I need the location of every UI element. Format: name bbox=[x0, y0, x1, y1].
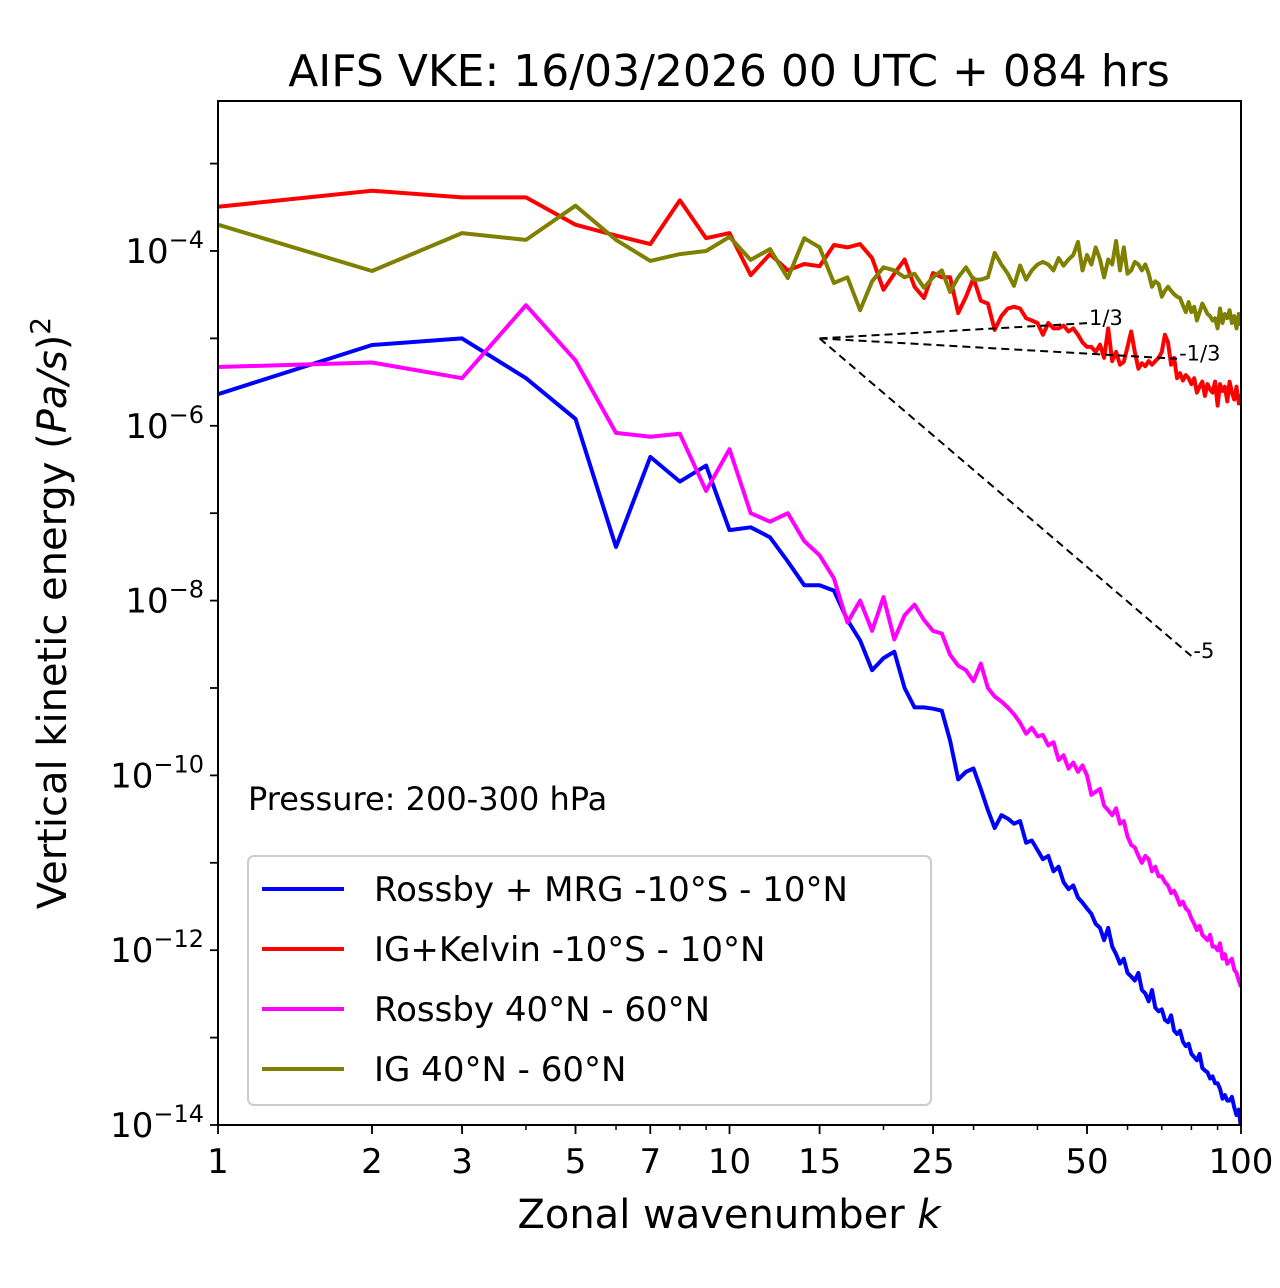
x-tick-label: 10 bbox=[708, 1142, 751, 1182]
series-line-0 bbox=[218, 336, 1241, 1125]
y-tick-label: 10−14 bbox=[110, 1100, 204, 1146]
legend-label-rossby-midlat: Rossby 40°N - 60°N bbox=[374, 990, 710, 1030]
series-line-3 bbox=[218, 203, 1241, 331]
series-line-1 bbox=[218, 188, 1241, 408]
x-tick-label: 1 bbox=[207, 1142, 229, 1182]
plot-area: 1/3 -1/3 -5 bbox=[218, 188, 1241, 1125]
series-line-2 bbox=[218, 303, 1241, 988]
y-axis-label: Vertical kinetic energy (Pa/s)2 bbox=[24, 317, 76, 909]
reference-slope-label-1: -1/3 bbox=[1179, 342, 1220, 366]
x-tick-label: 50 bbox=[1065, 1142, 1108, 1182]
x-axis-label-text: Zonal wavenumber bbox=[517, 1192, 917, 1238]
x-tick-label: 15 bbox=[798, 1142, 841, 1182]
legend-label-ig-midlat: IG 40°N - 60°N bbox=[374, 1050, 626, 1090]
axis-ticks: 1 2 3 5 7 10 15 25 50 100 10−4 10−6 10−8 10−10 10−12 10… bbox=[110, 162, 1274, 1182]
reference-slope-label-2: -5 bbox=[1193, 639, 1214, 663]
reference-slope-line-0 bbox=[819, 322, 1088, 340]
y-tick-label: 10−4 bbox=[125, 226, 204, 272]
x-tick-label: 2 bbox=[361, 1142, 383, 1182]
x-tick-label: 100 bbox=[1209, 1142, 1274, 1182]
legend-label-ig-kelvin: IG+Kelvin -10°S - 10°N bbox=[374, 930, 765, 970]
y-axis-label-italic: Pa/s bbox=[30, 350, 76, 433]
y-tick-label: 10−8 bbox=[125, 576, 204, 622]
y-axis-label-prefix: Vertical kinetic energy ( bbox=[30, 433, 76, 909]
legend: Rossby + MRG -10°S - 10°N IG+Kelvin -10°… bbox=[247, 855, 932, 1106]
pressure-annotation: Pressure: 200-300 hPa bbox=[248, 780, 607, 818]
y-tick-label: 10−12 bbox=[110, 925, 204, 971]
series-group bbox=[218, 188, 1241, 1125]
x-axis-label-italic: k bbox=[917, 1192, 942, 1238]
legend-label-rossby-mrg: Rossby + MRG -10°S - 10°N bbox=[374, 870, 848, 910]
x-tick-label: 5 bbox=[565, 1142, 587, 1182]
x-axis-label: Zonal wavenumber k bbox=[517, 1192, 942, 1238]
chart-title: AIFS VKE: 16/03/2026 00 UTC + 084 hrs bbox=[288, 46, 1170, 97]
reference-slope-line-2 bbox=[818, 337, 1193, 657]
reference-slope-label-0: 1/3 bbox=[1089, 306, 1123, 330]
y-axis-label-sup: 2 bbox=[24, 317, 57, 335]
x-tick-label: 3 bbox=[451, 1142, 473, 1182]
y-tick-label: 10−6 bbox=[125, 401, 204, 447]
x-tick-label: 7 bbox=[639, 1142, 661, 1182]
reference-slope-line-1 bbox=[819, 337, 1178, 360]
y-axis-label-suffix: ) bbox=[30, 335, 76, 351]
y-tick-label: 10−10 bbox=[110, 750, 204, 796]
legend-box bbox=[247, 855, 932, 1106]
x-tick-label: 25 bbox=[911, 1142, 954, 1182]
